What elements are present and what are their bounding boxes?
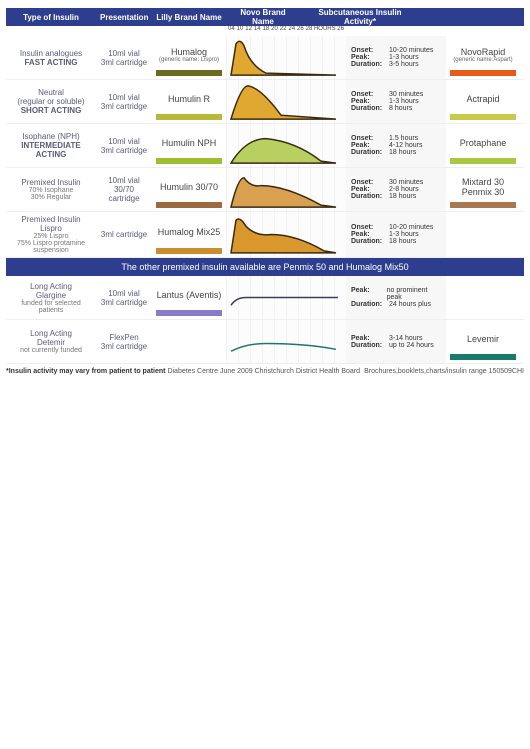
activity-chart — [226, 276, 346, 319]
lilly-cell — [152, 320, 226, 363]
footnote-left: *Insulin activity may vary from patient … — [6, 368, 360, 375]
col-novo: Novo Brand Name — [226, 6, 300, 28]
type-cell: Premixed Insulin70% Isophane30% Regular — [6, 168, 96, 211]
lilly-cell: Lantus (Aventis) — [152, 276, 226, 319]
pharmacokinetics-cell: Onset:1.5 hoursPeak:4-12 hoursDuration:1… — [346, 124, 446, 167]
presentation-cell: 10ml vial3ml cartridge — [96, 36, 152, 79]
col-chart: Subcutaneous Insulin Activity* — [300, 6, 420, 28]
pharmacokinetics-cell: Onset:10-20 minutesPeak:1-3 hoursDuratio… — [346, 212, 446, 257]
novo-cell — [446, 212, 520, 257]
pharmacokinetics-cell: Peak:3-14 hoursDuration:up to 24 hours — [346, 320, 446, 363]
insulin-row: Neutral(regular or soluble)SHORT ACTING1… — [6, 80, 524, 124]
pharmacokinetics-cell: Onset:30 minutesPeak:2-8 hoursDuration:1… — [346, 168, 446, 211]
activity-chart — [226, 320, 346, 363]
col-lilly: Lilly Brand Name — [152, 11, 226, 24]
type-cell: Long ActingGlarginefunded for selected p… — [6, 276, 96, 319]
lilly-cell: Humulin 30/70 — [152, 168, 226, 211]
col-type: Type of Insulin — [6, 11, 96, 24]
rows-main: Insulin analoguesFAST ACTING10ml vial3ml… — [6, 36, 524, 258]
rows-long-acting: Long ActingGlarginefunded for selected p… — [6, 276, 524, 364]
insulin-row: Premixed Insulin Lispro25% Lispro75% Lis… — [6, 212, 524, 258]
footnote: *Insulin activity may vary from patient … — [6, 368, 524, 375]
table-header: Type of Insulin Presentation Lilly Brand… — [6, 8, 524, 26]
type-cell: Insulin analoguesFAST ACTING — [6, 36, 96, 79]
col-pres: Presentation — [96, 11, 152, 24]
activity-chart — [226, 212, 346, 257]
lilly-cell: Humalog Mix25 — [152, 212, 226, 257]
footnote-right: Brochures,booklets,charts/insulin range … — [364, 368, 524, 375]
presentation-cell: 10ml vial3ml cartridge — [96, 124, 152, 167]
pharmacokinetics-cell: Peak:no prominent peakDuration:24 hours … — [346, 276, 446, 319]
type-cell: Neutral(regular or soluble)SHORT ACTING — [6, 80, 96, 123]
lilly-cell: Humalog(generic name: Lispro) — [152, 36, 226, 79]
presentation-cell: 10ml vial3ml cartridge — [96, 276, 152, 319]
pharmacokinetics-cell: Onset:10-20 minutesPeak:1-3 hoursDuratio… — [346, 36, 446, 79]
novo-cell: Levemir — [446, 320, 520, 363]
novo-cell: Protaphane — [446, 124, 520, 167]
page: Type of Insulin Presentation Lilly Brand… — [0, 0, 530, 383]
lilly-cell: Humulin NPH — [152, 124, 226, 167]
insulin-row: Insulin analoguesFAST ACTING10ml vial3ml… — [6, 36, 524, 80]
activity-chart — [226, 124, 346, 167]
novo-cell: Actrapid — [446, 80, 520, 123]
presentation-cell: 10ml vial3ml cartridge — [96, 80, 152, 123]
lilly-cell: Humulin R — [152, 80, 226, 123]
mid-banner: The other premixed insulin available are… — [6, 258, 524, 276]
insulin-row: Long ActingDetemirnot currently fundedFl… — [6, 320, 524, 364]
novo-cell — [446, 276, 520, 319]
novo-cell: Mixtard 30Penmix 30 — [446, 168, 520, 211]
activity-chart — [226, 168, 346, 211]
insulin-row: Isophane (NPH)INTERMEDIATEACTING10ml via… — [6, 124, 524, 168]
insulin-row: Premixed Insulin70% Isophane30% Regular1… — [6, 168, 524, 212]
activity-chart — [226, 36, 346, 79]
type-cell: Long ActingDetemirnot currently funded — [6, 320, 96, 363]
insulin-row: Long ActingGlarginefunded for selected p… — [6, 276, 524, 320]
col-info — [420, 15, 520, 19]
type-cell: Premixed Insulin Lispro25% Lispro75% Lis… — [6, 212, 96, 257]
presentation-cell: FlexPen3ml cartridge — [96, 320, 152, 363]
type-cell: Isophane (NPH)INTERMEDIATEACTING — [6, 124, 96, 167]
novo-cell: NovoRapid(generic name:Aspart) — [446, 36, 520, 79]
presentation-cell: 10ml vial30/70 cartridge — [96, 168, 152, 211]
pharmacokinetics-cell: Onset:30 minutesPeak:1-3 hoursDuration:8… — [346, 80, 446, 123]
activity-chart — [226, 80, 346, 123]
presentation-cell: 3ml cartridge — [96, 212, 152, 257]
